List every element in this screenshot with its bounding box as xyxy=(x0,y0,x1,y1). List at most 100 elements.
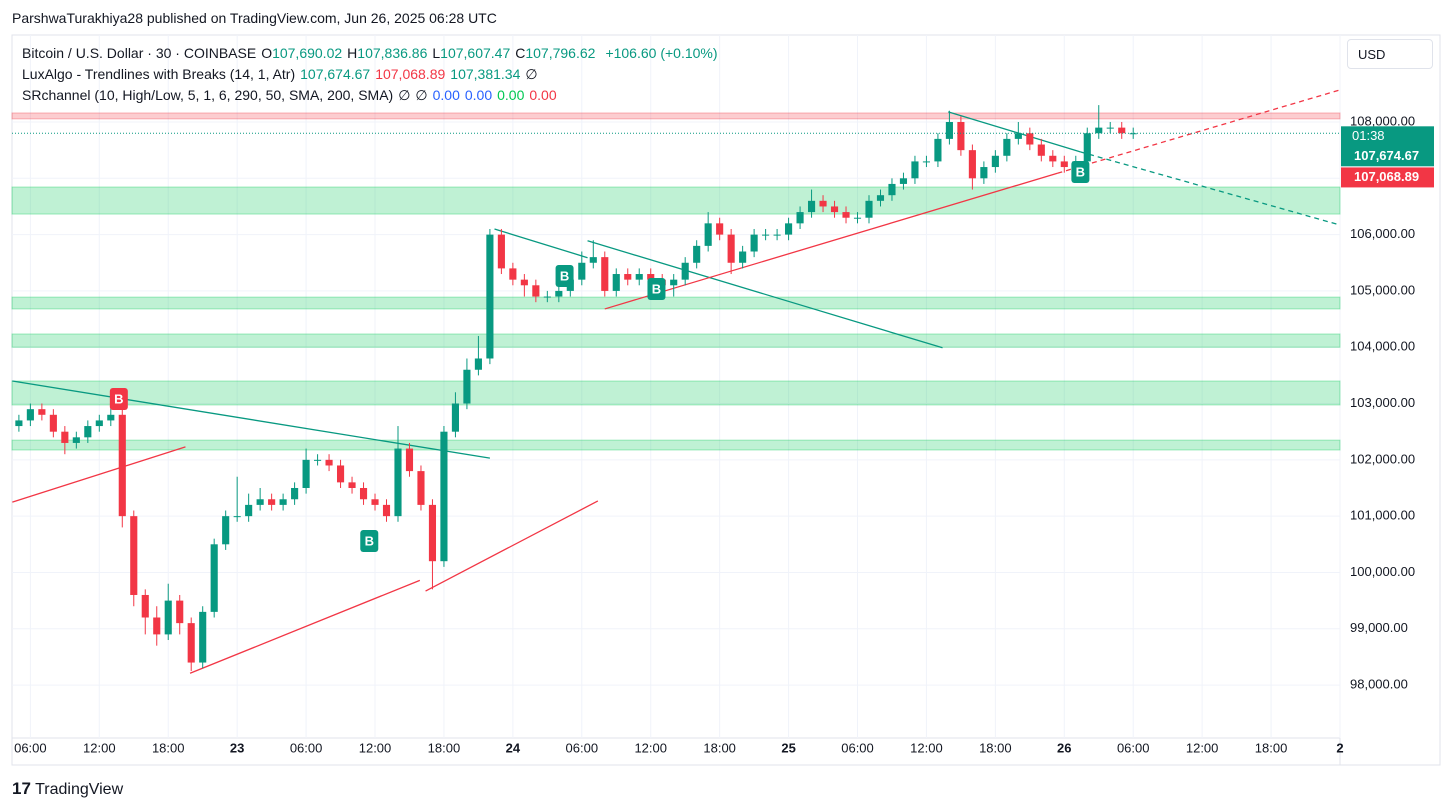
indicator-row[interactable]: LuxAlgo - Trendlines with Breaks (14, 1,… xyxy=(22,66,543,83)
ohlc-key: C xyxy=(515,45,526,61)
candle-body xyxy=(61,431,69,443)
break-marker xyxy=(109,388,128,411)
candle-body xyxy=(394,448,402,517)
sr-zone xyxy=(11,296,1341,310)
price-tag xyxy=(1341,167,1434,188)
candle-body xyxy=(934,138,942,162)
candle-body xyxy=(118,414,126,517)
candle-body xyxy=(428,504,437,562)
candle-body xyxy=(291,487,299,500)
candle-body xyxy=(532,285,540,297)
candle-body xyxy=(785,223,793,235)
y-tick-label: 105,000.00 xyxy=(1350,282,1415,297)
candle-body xyxy=(486,234,494,359)
candle-body xyxy=(497,234,505,269)
candle-body xyxy=(888,183,896,196)
x-tick-label: 23 xyxy=(230,740,244,755)
brand: TradingView xyxy=(35,781,124,798)
break-label: B xyxy=(114,391,123,406)
candle-body xyxy=(1118,127,1126,134)
legend-main: Bitcoin / U.S. Dollar · 30 · COINBASE O10… xyxy=(22,45,723,61)
currency-button[interactable]: USD xyxy=(1347,39,1433,69)
candle-body xyxy=(451,403,459,432)
trendline xyxy=(494,228,588,259)
indicator-value: 107,381.34 xyxy=(450,66,521,82)
x-tick-label: 26 xyxy=(1057,740,1071,755)
sr-zone xyxy=(11,112,1341,120)
candle-body xyxy=(899,178,908,184)
y-tick-label: 102,000.00 xyxy=(1350,451,1415,466)
candle-body xyxy=(830,206,839,213)
candle-body xyxy=(15,420,23,427)
candle-body xyxy=(405,448,414,472)
y-tick-label: 103,000.00 xyxy=(1350,395,1415,410)
candle-body xyxy=(256,499,264,505)
price-tag xyxy=(1341,126,1434,167)
candle-body xyxy=(440,431,448,562)
candle-body xyxy=(853,217,862,219)
break-label: B xyxy=(365,533,374,548)
candle-body xyxy=(762,234,770,236)
sr-zone xyxy=(11,439,1341,451)
x-tick-label: 12:00 xyxy=(634,740,667,755)
candle-body xyxy=(807,200,816,213)
candle-body xyxy=(1095,127,1103,134)
x-tick-label: 18:00 xyxy=(979,740,1012,755)
y-tick-label: 104,000.00 xyxy=(1350,339,1415,354)
x-tick-label: 06:00 xyxy=(290,740,323,755)
candle-body xyxy=(359,487,368,500)
price-tag-label: 107,068.89 xyxy=(1354,169,1419,184)
candle-body xyxy=(325,459,333,466)
candle-body xyxy=(670,279,678,286)
candle-body xyxy=(1014,133,1022,139)
indicator-row[interactable]: SRchannel (10, High/Low, 5, 1, 6, 290, 5… xyxy=(22,87,562,104)
candle-body xyxy=(1083,133,1091,162)
candle-body xyxy=(72,437,80,443)
candle-body xyxy=(474,358,482,370)
candle-body xyxy=(84,426,92,438)
break-label: B xyxy=(1076,164,1085,179)
candle-body xyxy=(796,212,804,224)
candle-body xyxy=(693,245,701,263)
candle-body xyxy=(153,617,161,635)
candle-body xyxy=(773,234,781,236)
candle-body xyxy=(612,274,620,291)
ohlc: O107,690.02 H107,836.86 L107,607.47 C107,79… xyxy=(261,45,600,61)
candle-body xyxy=(417,471,425,505)
y-tick-label: 108,000.00 xyxy=(1350,113,1415,128)
candle-body xyxy=(624,274,632,280)
trendline xyxy=(189,579,421,674)
candle-body xyxy=(245,504,253,517)
x-tick-label: 18:00 xyxy=(703,740,736,755)
candle-body xyxy=(348,482,356,488)
candle-body xyxy=(164,600,172,635)
candle-body xyxy=(601,257,609,291)
candle-body xyxy=(922,161,930,163)
candle-body xyxy=(543,296,551,298)
y-tick-label: 99,000.00 xyxy=(1350,620,1408,635)
indicator-name: SRchannel (10, High/Low, 5, 1, 6, 290, 5… xyxy=(22,87,394,103)
candle-body xyxy=(876,195,885,201)
ohlc-value: 107,607.47 xyxy=(440,45,511,61)
indicator-value: 107,674.67 xyxy=(300,66,371,82)
candle-body xyxy=(842,212,850,218)
candle-body xyxy=(727,234,735,263)
candle-body xyxy=(555,290,563,297)
candle-body xyxy=(578,262,586,280)
trendline xyxy=(604,172,1058,310)
y-tick-label: 98,000.00 xyxy=(1350,677,1408,692)
candle-body xyxy=(635,274,643,280)
byline: ParshwaTurakhiya28 published on TradingV… xyxy=(12,10,497,26)
candle-body xyxy=(95,420,103,427)
candle-body xyxy=(739,251,747,263)
x-tick-label: 06:00 xyxy=(841,740,874,755)
sr-zone xyxy=(11,380,1341,406)
candle-body xyxy=(1026,133,1034,145)
candle-body xyxy=(463,369,471,404)
indicator-value: 0.00 xyxy=(529,87,557,103)
candle-body xyxy=(371,499,379,505)
candle-body xyxy=(314,459,322,461)
break-marker xyxy=(555,264,574,287)
ohlc-value: 107,690.02 xyxy=(272,45,343,61)
break-marker xyxy=(360,530,379,553)
